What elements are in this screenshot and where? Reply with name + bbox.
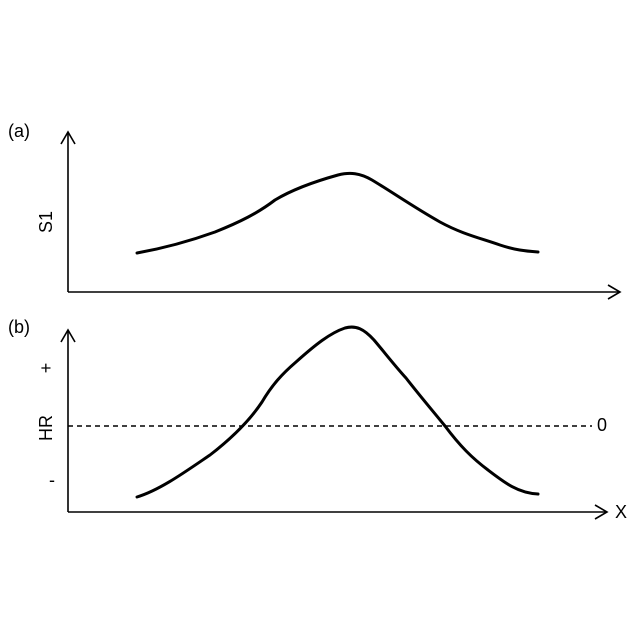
panel-a-curve xyxy=(135,171,540,255)
panel-a-y-axis-arrowhead xyxy=(60,130,76,145)
panel-b-x-axis-arrowhead xyxy=(594,504,609,520)
panel-b-zero-label: 0 xyxy=(597,415,607,435)
panel-b-y-label: HR xyxy=(36,415,56,441)
panel-b-minus-sign: - xyxy=(49,470,55,490)
panel-b-plus-sign: + xyxy=(36,363,56,374)
panel-b-label: (b) xyxy=(8,317,30,337)
panel-a: (a) S1 xyxy=(8,121,622,300)
panel-a-label: (a) xyxy=(8,121,30,141)
panel-a-x-axis-arrowhead xyxy=(607,284,622,300)
panel-b-x-label: X xyxy=(615,502,627,522)
panel-b: (b) X HR + - 0 xyxy=(8,317,627,522)
panel-a-y-label: S1 xyxy=(36,211,56,233)
panel-b-y-axis-arrowhead xyxy=(60,328,76,343)
panel-b-curve xyxy=(135,325,540,499)
